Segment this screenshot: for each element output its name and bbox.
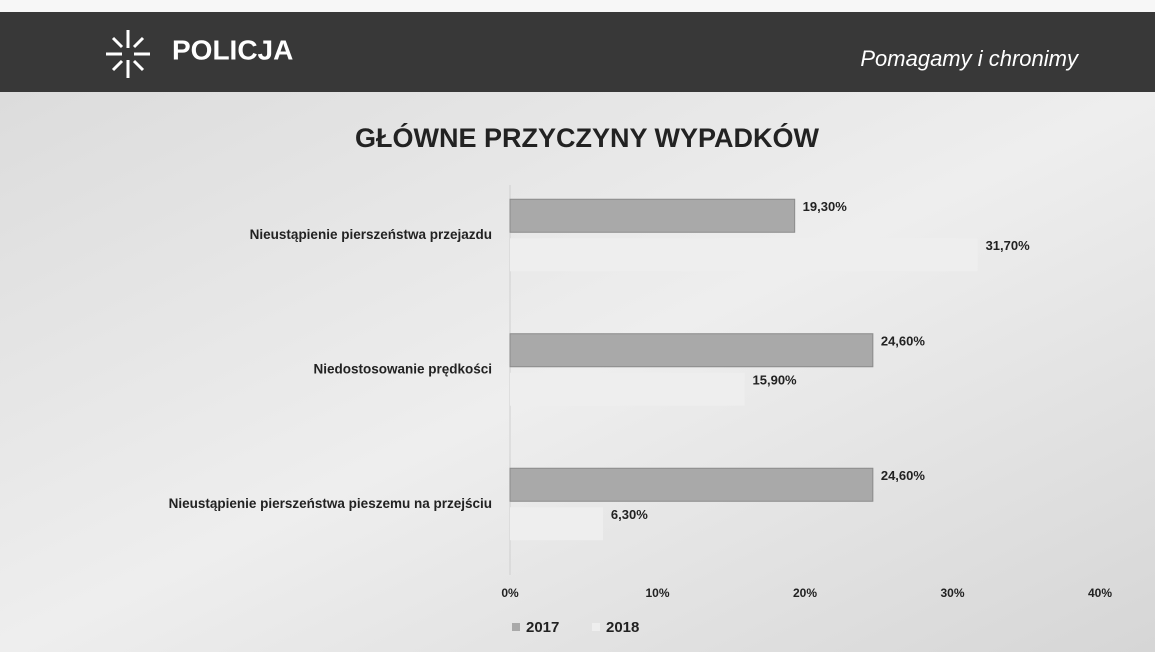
bar [510, 199, 795, 232]
logo-text: POLICJA [172, 34, 293, 65]
value-label: 15,90% [753, 373, 798, 388]
bar [510, 468, 873, 501]
value-label: 31,70% [986, 238, 1031, 253]
bar [510, 373, 745, 406]
page: POLICJA Pomagamy i chronimy GŁÓWNE PRZYC… [0, 0, 1155, 652]
legend-label: 2017 [526, 619, 559, 636]
photo-background [0, 92, 1155, 652]
legend-label: 2018 [606, 619, 639, 636]
bar [510, 334, 873, 367]
value-label: 24,60% [881, 468, 926, 483]
legend-marker [512, 623, 520, 631]
y-tick-label: Nieustąpienie pierszeństwa przejazdu [250, 227, 492, 242]
chart: POLICJA Pomagamy i chronimy GŁÓWNE PRZYC… [0, 0, 1155, 652]
value-label: 24,60% [881, 334, 926, 349]
x-tick-label: 40% [1088, 586, 1112, 600]
bar [510, 238, 978, 271]
x-tick-label: 20% [793, 586, 817, 600]
legend-marker [592, 623, 600, 631]
value-label: 6,30% [611, 507, 648, 522]
y-tick-label: Niedostosowanie prędkości [313, 361, 492, 376]
bar [510, 507, 603, 540]
x-tick-label: 0% [501, 586, 519, 600]
x-tick-label: 10% [645, 586, 669, 600]
x-tick-label: 30% [940, 586, 964, 600]
y-tick-label: Nieustąpienie pierszeństwa pieszemu na p… [169, 496, 492, 511]
chart-title: GŁÓWNE PRZYCZYNY WYPADKÓW [355, 122, 820, 153]
value-label: 19,30% [803, 199, 848, 214]
slogan: Pomagamy i chronimy [860, 46, 1080, 71]
